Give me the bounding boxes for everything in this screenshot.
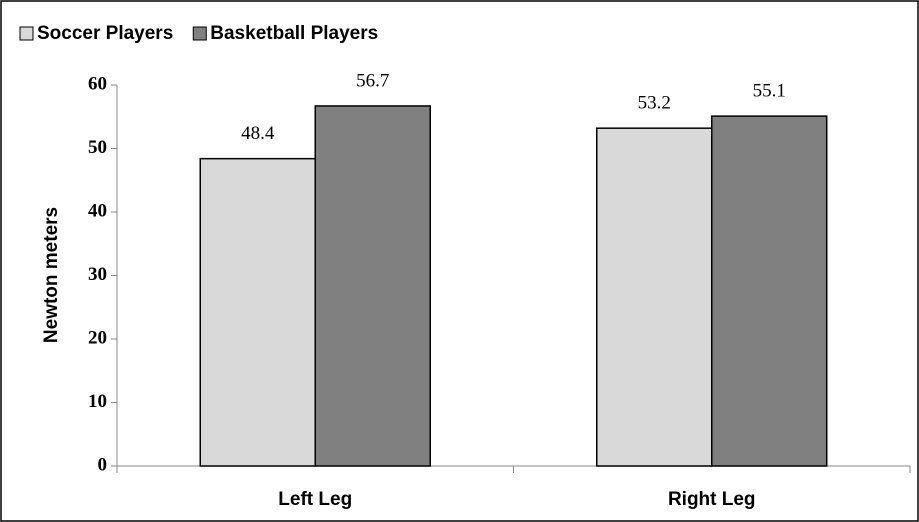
y-tick-label: 30	[88, 264, 107, 285]
y-tick-label: 40	[88, 200, 107, 221]
y-tick-label: 10	[88, 391, 107, 412]
y-tick-label: 0	[98, 454, 108, 475]
y-axis-title: Newton meters	[41, 207, 62, 343]
y-tick-label: 20	[88, 327, 107, 348]
data-label: 53.2	[638, 93, 671, 114]
y-tick-label: 60	[88, 73, 107, 94]
legend-label: Soccer Players	[37, 23, 173, 44]
data-label: 56.7	[356, 70, 389, 91]
bar	[314, 105, 431, 467]
y-tick-label: 50	[88, 137, 107, 158]
x-tick-label: Right Leg	[668, 489, 756, 510]
legend-label: Basketball Players	[210, 23, 378, 44]
bar	[199, 157, 316, 467]
data-label: 48.4	[241, 123, 275, 144]
x-tick-label: Left Leg	[278, 489, 352, 510]
data-label: 55.1	[753, 80, 786, 101]
bar	[711, 115, 828, 467]
legend-swatch	[19, 26, 34, 41]
bar	[596, 127, 713, 467]
legend-swatch	[192, 26, 207, 41]
